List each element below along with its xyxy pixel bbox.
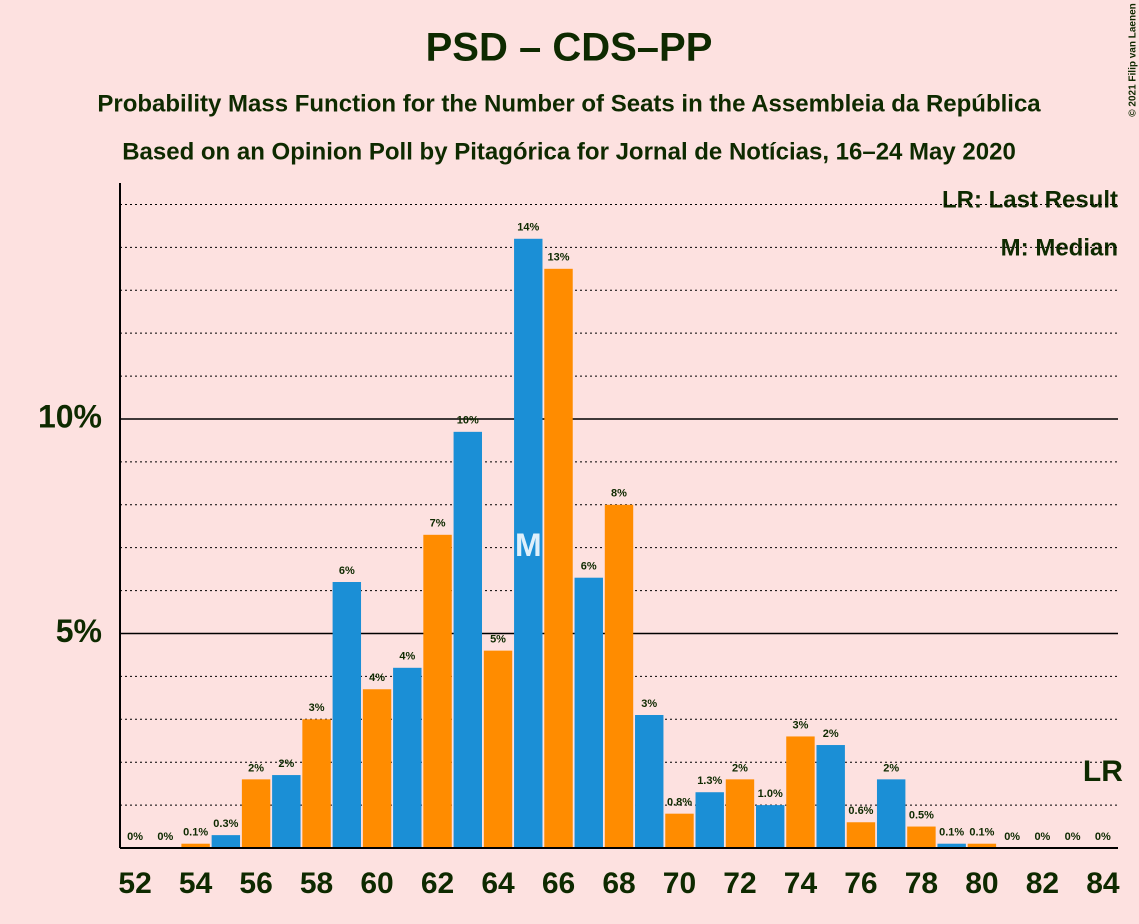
bar [725,779,755,848]
x-tick-label: 76 [844,867,877,900]
value-label: 2% [248,762,264,774]
value-label: 2% [278,758,294,770]
value-label: 13% [547,252,569,264]
x-tick-label: 54 [179,867,213,900]
subtitle: Probability Mass Function for the Number… [97,90,1041,117]
value-label: 0% [1095,831,1111,843]
value-label: 0% [1004,831,1020,843]
value-label: 8% [611,488,627,500]
last-result-marker: LR [1083,755,1123,788]
bar [665,813,694,848]
value-label: 2% [823,728,839,740]
bar [786,736,815,848]
bar [816,745,845,848]
value-label: 0.8% [667,797,692,809]
value-label: 7% [430,518,446,530]
value-label: 4% [399,651,415,663]
value-label: 3% [641,698,657,710]
x-tick-label: 66 [542,867,575,900]
bar [907,826,936,848]
value-label: 1.3% [697,775,722,787]
bar [302,719,331,848]
bar [423,534,452,848]
x-tick-label: 74 [784,867,818,900]
x-tick-label: 70 [663,867,696,900]
bar [604,504,634,848]
x-tick-label: 58 [300,867,333,900]
x-tick-label: 52 [118,867,151,900]
bar [846,822,876,848]
value-label: 14% [517,222,539,234]
x-tick-label: 64 [481,867,515,900]
value-label: 0.6% [848,805,873,817]
value-label: 3% [309,702,325,714]
bar [574,577,603,848]
value-label: 2% [732,762,748,774]
x-tick-label: 56 [239,867,272,900]
value-label: 0.1% [969,827,994,839]
value-label: 0.5% [909,809,934,821]
bar [483,650,513,848]
bar [544,268,573,848]
value-label: 5% [490,634,506,646]
bar [514,238,543,849]
median-marker: M [515,527,542,563]
bar [181,843,210,848]
subtitle: Based on an Opinion Poll by Pitagórica f… [122,138,1016,165]
x-tick-label: 72 [723,867,756,900]
value-label: 6% [339,565,355,577]
value-label: 0.1% [939,827,964,839]
value-label: 0% [127,831,143,843]
value-label: 10% [457,415,479,427]
y-tick-label: 10% [38,398,102,434]
bar [876,779,906,848]
x-tick-label: 84 [1086,867,1120,900]
x-tick-label: 80 [965,867,998,900]
copyright: © 2021 Filip van Laenen [1128,3,1139,117]
bar [635,715,664,848]
bar [272,775,301,848]
bar [241,779,271,848]
value-label: 4% [369,672,385,684]
y-tick-label: 5% [56,613,102,649]
x-tick-label: 62 [421,867,454,900]
value-label: 2% [883,762,899,774]
chart-title: PSD – CDS–PP [426,26,713,70]
value-label: 0% [1034,831,1050,843]
legend-entry: LR: Last Result [942,186,1118,213]
x-tick-label: 78 [905,867,938,900]
bar [967,843,997,848]
bar [937,843,966,848]
bar [695,792,724,848]
bar [393,667,422,848]
value-label: 6% [581,561,597,573]
bar [755,805,785,848]
bar [332,582,362,848]
bar [453,431,483,848]
x-tick-label: 68 [602,867,635,900]
x-tick-label: 60 [360,867,393,900]
bar [362,689,392,848]
value-label: 0.1% [183,827,208,839]
value-label: 3% [793,719,809,731]
value-label: 1.0% [758,788,783,800]
value-label: 0% [157,831,173,843]
x-tick-label: 82 [1026,867,1059,900]
value-label: 0.3% [213,818,238,830]
bar [211,835,241,848]
value-label: 0% [1065,831,1081,843]
